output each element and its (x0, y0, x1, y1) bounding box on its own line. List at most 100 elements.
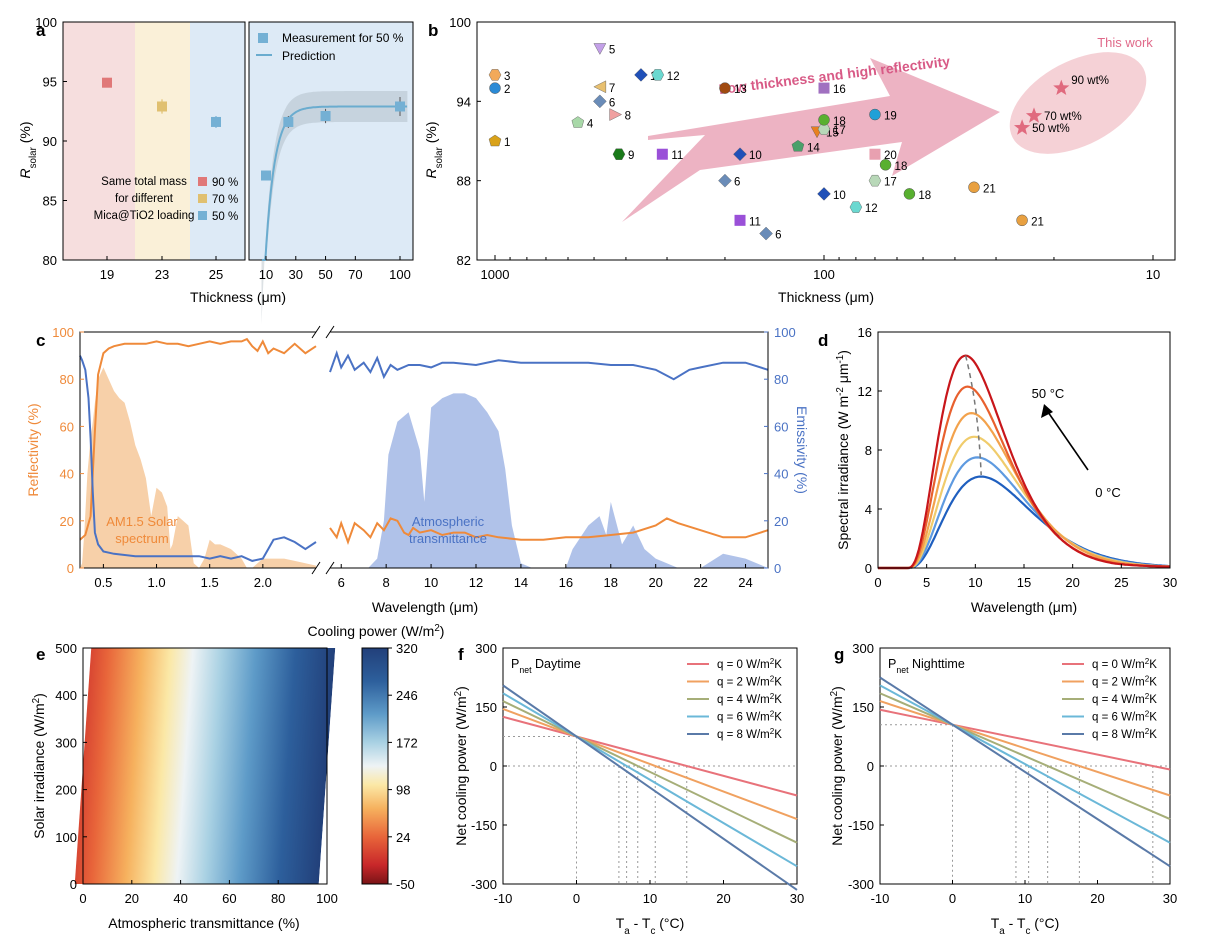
x-tick-label: 100 (316, 891, 338, 906)
point-label: 19 (884, 111, 897, 123)
x-tick-label: 14 (514, 575, 528, 590)
emissivity-line (79, 355, 317, 562)
x-axis-label: Atmospheric transmittance (%) (108, 915, 299, 931)
x-tick-label: 40 (173, 891, 187, 906)
point-label: 16 (833, 84, 846, 96)
legend-swatch (198, 194, 207, 203)
x-tick-label: 80 (271, 891, 285, 906)
panel-label: b (428, 21, 438, 40)
x-tick-label: 0 (573, 891, 580, 906)
y-tick-label: 100 (449, 15, 471, 30)
x-tick-label: 30 (289, 267, 303, 282)
x-tick-label: 6 (338, 575, 345, 590)
point-marker (719, 82, 731, 94)
data-point (157, 101, 167, 112)
cold-label: 0 °C (1095, 485, 1120, 500)
solar-spectrum-fill (80, 367, 316, 568)
x-tick-label: 50 (318, 267, 332, 282)
solar-label: AM1.5 Solar (106, 514, 178, 529)
point-label: 8 (625, 111, 631, 123)
point-label: 2 (504, 84, 510, 96)
x-tick-label: 5 (923, 575, 930, 590)
y-tick-label: 95 (43, 75, 57, 90)
x-tick-label: 0.5 (94, 575, 112, 590)
legend-label: Measurement for 50 % (282, 31, 404, 45)
net-power-line (502, 684, 798, 891)
x-tick-label: 25 (1114, 575, 1128, 590)
legend-label: q = 0 W/m2K (717, 657, 782, 672)
point-marker (733, 147, 747, 162)
point-marker (612, 148, 626, 160)
x-tick-label: 20 (125, 891, 139, 906)
point-marker (868, 174, 882, 187)
y-tick-label: 4 (865, 502, 872, 517)
legend-label: 70 % (212, 194, 238, 206)
point-label: 20 (884, 150, 897, 162)
x-tick-label: 19 (100, 267, 114, 282)
point-marker (609, 108, 623, 121)
x-tick-label: 20 (1065, 575, 1079, 590)
colorbar-tick-label: 24 (396, 830, 410, 845)
point-marker (869, 148, 881, 160)
point-label: 10 (833, 190, 846, 202)
data-point (211, 116, 221, 127)
y-tick-label-left: 0 (67, 561, 74, 576)
x-tick-label: 2.0 (254, 575, 272, 590)
panel-label: d (818, 331, 828, 350)
y-tick-label: 94 (457, 94, 471, 109)
this-work-ellipse (1009, 52, 1147, 154)
x-tick-label: 30 (1163, 575, 1177, 590)
point-marker (489, 82, 501, 94)
y-tick-label: 0 (490, 759, 497, 774)
x-axis-label: Wavelength (μm) (372, 599, 478, 615)
y-axis-label-left: Reflectivity (%) (25, 403, 41, 496)
point-marker (791, 140, 805, 152)
legend-label: 50 % (212, 211, 238, 223)
point-label: 21 (1031, 216, 1044, 228)
y-axis-label: Spectral irradiance (W m-2 μm-1) (835, 350, 852, 550)
point-label: 6 (734, 177, 740, 189)
x-tick-label: 10 (424, 575, 438, 590)
y-tick-label: 150 (852, 700, 874, 715)
point-marker (849, 201, 863, 213)
prediction-band (261, 91, 408, 324)
y-axis-label: Rsolar (%) (423, 121, 445, 178)
spectral-curve (878, 354, 1171, 570)
y-tick-label: 80 (43, 253, 57, 268)
point-marker (879, 159, 892, 171)
x-tick-label: 23 (155, 267, 169, 282)
point-marker (817, 187, 831, 201)
x-tick-label: 1000 (481, 267, 510, 282)
chart-title: Cooling power (W/m2) (308, 623, 445, 640)
x-tick-label: 0 (949, 891, 956, 906)
point-marker (818, 114, 830, 126)
net-power-line (502, 692, 798, 868)
x-tick-label: 1.0 (148, 575, 166, 590)
panel-label: g (834, 645, 844, 664)
x-axis-label: Thickness (μm) (778, 289, 874, 305)
x-tick-label: -10 (494, 891, 513, 906)
x-axis-label: Ta - Tc (°C) (616, 915, 685, 937)
star-label: 90 wt% (1071, 75, 1109, 87)
point-marker (734, 214, 746, 226)
y-tick-label-right: 20 (774, 514, 788, 529)
y-tick-label: -300 (848, 877, 874, 892)
point-label: 9 (628, 150, 634, 162)
point-label: 10 (749, 150, 762, 162)
x-tick-label: 100 (813, 267, 835, 282)
y-tick-label: 100 (55, 830, 77, 845)
point-label: 5 (609, 44, 615, 56)
point-label: 18 (833, 116, 846, 128)
legend-label: q = 6 W/m2K (1092, 709, 1157, 724)
y-axis-label: Net cooling power (W/m2) (453, 686, 470, 846)
y-tick-label: 300 (852, 641, 874, 656)
star-label: 50 wt% (1032, 123, 1070, 135)
x-tick-label: 30 (790, 891, 804, 906)
point-label: 11 (749, 216, 761, 228)
point-marker (968, 181, 980, 194)
colorbar-tick-label: 320 (396, 641, 418, 656)
y-tick-label-right: 0 (774, 561, 781, 576)
colorbar-tick-label: 172 (396, 735, 418, 750)
y-tick-label: 0 (70, 877, 77, 892)
legend-label: 90 % (212, 177, 238, 189)
